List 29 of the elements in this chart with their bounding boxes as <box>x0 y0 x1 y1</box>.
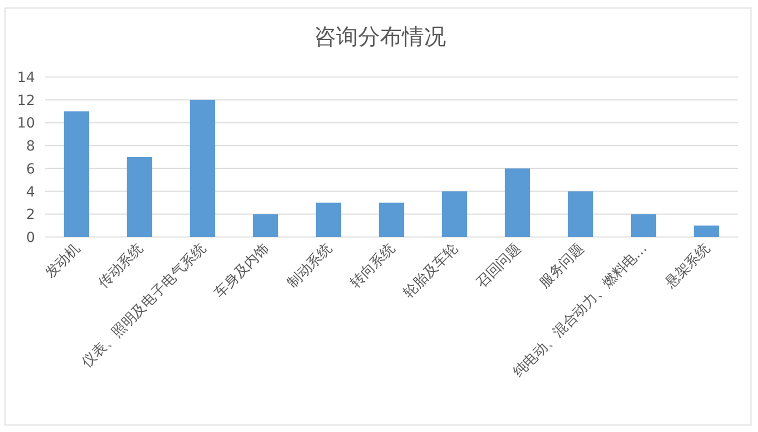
bar <box>252 214 278 237</box>
bar <box>442 191 468 237</box>
bar <box>504 168 530 237</box>
y-tick-label: 4 <box>26 184 36 200</box>
chart-title: 咨询分布情况 <box>314 25 446 50</box>
bar <box>126 157 152 237</box>
bar <box>190 100 216 237</box>
x-tick-label: 轮胎及车轮 <box>400 240 462 302</box>
bar <box>568 191 594 237</box>
bar <box>694 226 720 237</box>
x-tick-label: 召回问题 <box>473 240 524 292</box>
x-tick-label: 传动系统 <box>95 240 146 292</box>
y-tick-label: 12 <box>17 92 35 109</box>
bar <box>64 111 90 237</box>
x-tick-label: 转向系统 <box>347 240 398 292</box>
x-tick-label: 悬架系统 <box>662 240 714 292</box>
x-tick-label: 服务问题 <box>536 240 588 292</box>
y-tick-label: 8 <box>26 138 35 155</box>
bar <box>378 202 404 237</box>
bar <box>316 202 342 237</box>
y-tick-label: 10 <box>17 116 35 132</box>
x-tick-label: 车身及内饰 <box>212 240 272 302</box>
y-tick-label: 2 <box>26 207 35 224</box>
x-tick-label: 制动系统 <box>284 240 336 292</box>
y-tick-label: 6 <box>26 161 36 178</box>
x-tick-label: 发动机 <box>42 240 84 282</box>
y-tick-label: 14 <box>17 70 36 86</box>
bar <box>630 214 656 237</box>
y-tick-label: 0 <box>26 230 35 246</box>
